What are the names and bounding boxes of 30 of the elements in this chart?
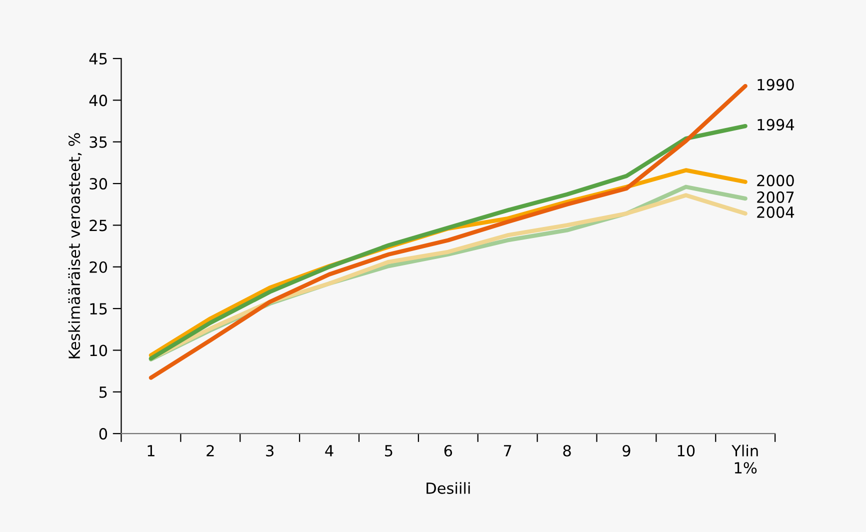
x-tick-label: 8 xyxy=(563,444,571,457)
x-tick-label: 2 xyxy=(206,444,214,456)
series-label: 2000 xyxy=(757,174,794,186)
y-tick-label: 20 xyxy=(90,261,108,273)
x-tick-label: 3 xyxy=(266,444,274,457)
y-tick-label: 10 xyxy=(90,344,108,356)
y-tick-label: 40 xyxy=(89,94,108,106)
y-tick-label: 0 xyxy=(99,428,108,440)
series-label: 2004 xyxy=(757,206,794,218)
x-tick-label: 4 xyxy=(325,445,334,456)
x-tick-label: 5 xyxy=(385,445,392,457)
y-tick-label: 15 xyxy=(90,303,107,315)
x-tick-label: 9 xyxy=(622,444,630,457)
y-tick-label: 5 xyxy=(100,386,107,398)
x-tick-label: 10 xyxy=(678,444,695,457)
y-tick-label: 25 xyxy=(90,220,107,232)
series-label: 1994 xyxy=(758,118,794,130)
y-tick-label: 45 xyxy=(89,53,107,65)
series-label: 1990 xyxy=(758,78,794,90)
y-tick-label: 30 xyxy=(90,178,108,190)
x-tick-label: 1 xyxy=(148,445,154,456)
line-series xyxy=(148,84,748,380)
line-series xyxy=(148,124,748,361)
x-axis-title: Desiili xyxy=(426,482,470,494)
series-label: 2007 xyxy=(757,191,794,203)
x-tick-label: Ylin 1% xyxy=(732,444,758,474)
y-tick-label: 35 xyxy=(90,136,107,148)
x-tick-label: 7 xyxy=(504,445,512,456)
y-axis-title: Keskimääräiset veroasteet, % xyxy=(68,133,82,358)
x-tick-label: 6 xyxy=(444,444,452,457)
